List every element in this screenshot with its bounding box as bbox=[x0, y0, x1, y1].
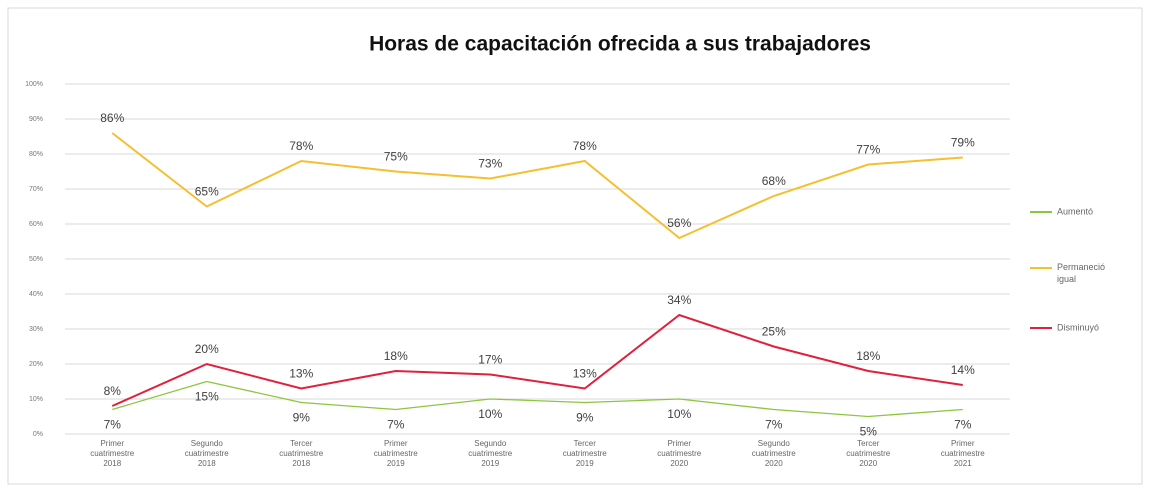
x-tick-label: Primer cuatrimestre 2021 bbox=[941, 439, 986, 468]
data-label: 13% bbox=[289, 367, 313, 381]
line-series bbox=[111, 132, 963, 240]
y-tick-label: 100% bbox=[25, 81, 43, 88]
line-series bbox=[111, 313, 963, 407]
data-label: 10% bbox=[478, 407, 502, 421]
data-label: 10% bbox=[667, 407, 691, 421]
data-label: 7% bbox=[954, 418, 972, 432]
y-tick-label: 30% bbox=[29, 326, 43, 333]
data-label: 7% bbox=[765, 418, 783, 432]
x-tick-label: Primer cuatrimestre 2020 bbox=[657, 439, 702, 468]
data-label: 13% bbox=[573, 367, 597, 381]
data-label: 77% bbox=[856, 143, 880, 157]
y-tick-label: 70% bbox=[29, 186, 43, 193]
chart-border bbox=[7, 7, 1143, 485]
data-label: 79% bbox=[951, 136, 975, 150]
x-tick-label: Primer cuatrimestre 2019 bbox=[374, 439, 419, 468]
data-label: 18% bbox=[856, 349, 880, 363]
data-label: 20% bbox=[195, 342, 219, 356]
legend-label: Disminuyó bbox=[1057, 322, 1099, 332]
y-tick-label: 80% bbox=[29, 151, 43, 158]
line-series bbox=[112, 380, 963, 418]
data-label: 56% bbox=[667, 216, 691, 230]
data-label: 65% bbox=[195, 185, 219, 199]
x-tick-label: Segundo cuatrimestre 2018 bbox=[185, 439, 230, 468]
y-tick-label: 90% bbox=[29, 116, 43, 123]
data-label: 5% bbox=[860, 425, 878, 439]
data-label: 78% bbox=[289, 139, 313, 153]
data-label: 15% bbox=[195, 390, 219, 404]
data-label: 78% bbox=[573, 139, 597, 153]
data-label: 75% bbox=[384, 150, 408, 164]
y-tick-label: 50% bbox=[29, 256, 43, 263]
data-label: 9% bbox=[576, 411, 594, 425]
data-label: 86% bbox=[100, 111, 124, 125]
y-tick-label: 10% bbox=[29, 396, 43, 403]
data-label: 17% bbox=[478, 353, 502, 367]
x-tick-label: Segundo cuatrimestre 2019 bbox=[468, 439, 513, 468]
chart-title: Horas de capacitación ofrecida a sus tra… bbox=[369, 33, 871, 56]
x-tick-label: Segundo cuatrimestre 2020 bbox=[752, 439, 797, 468]
data-label: 25% bbox=[762, 325, 786, 339]
data-label: 14% bbox=[951, 363, 975, 377]
data-label: 34% bbox=[667, 293, 691, 307]
legend-label: Aumentó bbox=[1057, 206, 1093, 216]
y-tick-label: 40% bbox=[29, 291, 43, 298]
data-label: 73% bbox=[478, 157, 502, 171]
x-tick-label: Tercer cuatrimestre 2020 bbox=[846, 439, 891, 468]
y-tick-label: 60% bbox=[29, 221, 43, 228]
data-label: 7% bbox=[387, 418, 405, 432]
data-label: 7% bbox=[104, 418, 122, 432]
data-label: 9% bbox=[293, 411, 311, 425]
legend-label: Permaneció igual bbox=[1057, 262, 1105, 284]
x-tick-label: Primer cuatrimestre 2018 bbox=[90, 439, 135, 468]
data-label: 8% bbox=[104, 384, 122, 398]
x-tick-label: Tercer cuatrimestre 2019 bbox=[563, 439, 608, 468]
x-tick-label: Tercer cuatrimestre 2018 bbox=[279, 439, 324, 468]
data-label: 18% bbox=[384, 349, 408, 363]
data-label: 68% bbox=[762, 174, 786, 188]
y-tick-label: 0% bbox=[33, 431, 43, 438]
y-tick-label: 20% bbox=[29, 361, 43, 368]
